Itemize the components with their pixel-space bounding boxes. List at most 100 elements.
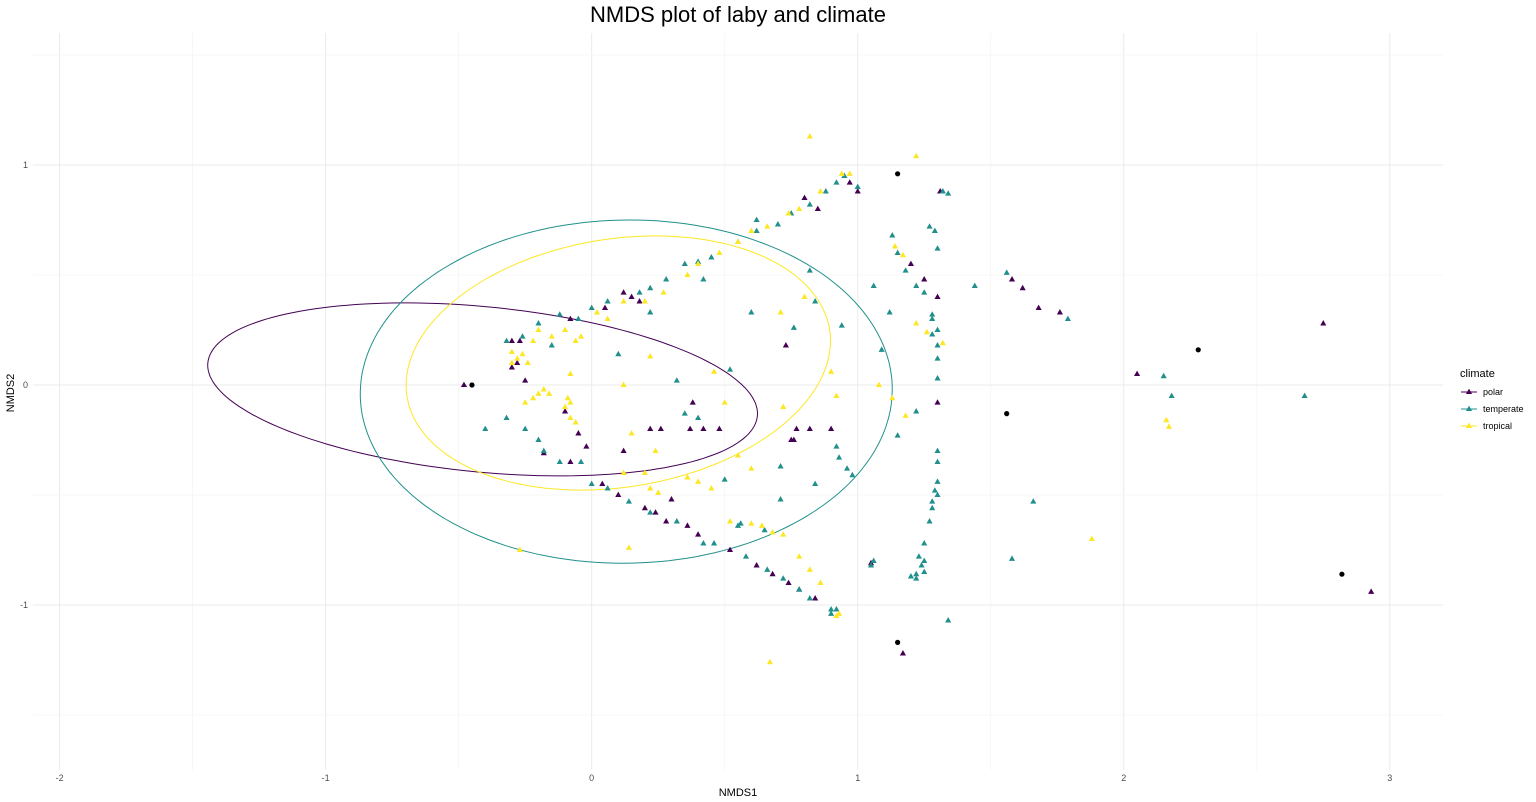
- point-temperate: [540, 447, 547, 454]
- point-temperate: [806, 267, 813, 273]
- point-polar: [854, 188, 861, 194]
- point-tropical: [572, 419, 579, 425]
- point-polar: [684, 522, 691, 528]
- plot-grid: [33, 33, 1443, 770]
- point-temperate: [681, 260, 688, 267]
- point-polar: [1035, 304, 1042, 311]
- x-tick-label: 2: [1121, 773, 1126, 783]
- point-temperate: [503, 337, 510, 344]
- point-tropical: [734, 238, 742, 245]
- point-polar: [647, 425, 654, 432]
- point-polar: [620, 447, 627, 454]
- point-tropical: [923, 328, 930, 335]
- ellipse-polar: [207, 302, 759, 477]
- point-temperate: [918, 562, 925, 568]
- point-polar: [689, 399, 696, 405]
- point-temperate: [945, 190, 952, 196]
- point-tropical: [593, 309, 601, 315]
- point-temperate: [700, 540, 707, 546]
- point-polar: [562, 408, 569, 414]
- chart-title: NMDS plot of laby and climate: [590, 2, 886, 27]
- point-temperate: [934, 447, 941, 454]
- point-temperate: [806, 201, 813, 207]
- point-tropical: [522, 399, 529, 405]
- point-temperate: [604, 485, 611, 491]
- ellipse-layer: [207, 219, 893, 564]
- point-tropical: [758, 522, 766, 528]
- point-temperate: [806, 595, 813, 601]
- point-temperate: [673, 377, 680, 383]
- point-polar: [508, 337, 515, 344]
- point-tropical: [764, 223, 771, 229]
- point-temperate: [1064, 315, 1071, 322]
- point-tropical: [902, 412, 909, 418]
- point-temperate: [822, 188, 829, 194]
- point-temperate: [934, 245, 941, 251]
- point-temperate: [1008, 555, 1016, 561]
- point-tropical: [546, 390, 553, 396]
- legend-key-polar: [1465, 388, 1473, 395]
- point-tropical: [524, 359, 531, 366]
- point-polar: [1368, 588, 1375, 594]
- legend-label-temperate: temperate: [1483, 404, 1524, 414]
- point-temperate: [926, 518, 933, 524]
- point-tropical: [777, 309, 784, 315]
- y-tick-label: 1: [23, 160, 28, 170]
- point-tropical: [780, 403, 787, 410]
- point-tropical: [748, 520, 755, 526]
- point-temperate: [556, 311, 563, 317]
- point-temperate: [647, 284, 654, 291]
- point-tropical: [806, 133, 813, 139]
- legend-label-polar: polar: [1483, 387, 1503, 397]
- point-tropical: [695, 260, 702, 267]
- point-temperate: [833, 179, 840, 185]
- point-tropical: [875, 381, 883, 388]
- point-tropical: [514, 355, 521, 361]
- point-polar: [567, 458, 574, 465]
- point-tropical: [695, 478, 702, 484]
- point-polar: [716, 425, 723, 432]
- point-temperate: [625, 498, 632, 504]
- point-tropical: [769, 529, 776, 535]
- point-tropical: [913, 152, 920, 159]
- point-tropical: [562, 403, 569, 410]
- point-temperate: [681, 410, 688, 416]
- point-temperate: [726, 366, 734, 372]
- point-temperate: [575, 315, 582, 322]
- point-unlabeled: [469, 382, 475, 388]
- point-tropical: [833, 392, 840, 399]
- legend-key-tropical: [1465, 422, 1473, 429]
- point-polar: [460, 381, 468, 388]
- point-temperate: [921, 557, 928, 564]
- point-tropical: [913, 320, 920, 326]
- point-temperate: [934, 326, 941, 333]
- point-tropical: [625, 544, 632, 550]
- point-temperate: [844, 465, 851, 471]
- point-tropical: [838, 170, 845, 176]
- point-tropical: [684, 271, 691, 278]
- point-polar: [934, 399, 941, 405]
- legend-key-temperate: [1465, 405, 1473, 412]
- x-tick-label: 1: [855, 773, 860, 783]
- point-tropical: [567, 399, 574, 405]
- legend-items: polar temperate tropical: [1461, 387, 1524, 431]
- point-polar: [668, 496, 675, 502]
- point-temperate: [1003, 269, 1010, 275]
- point-polar: [516, 337, 523, 344]
- point-temperate: [577, 458, 585, 465]
- point-temperate: [934, 458, 941, 465]
- point-temperate: [934, 375, 941, 381]
- point-tropical: [540, 386, 547, 392]
- point-temperate: [790, 324, 797, 330]
- point-polar: [700, 425, 707, 432]
- point-temperate: [929, 498, 936, 504]
- point-temperate: [870, 557, 877, 564]
- point-temperate: [854, 183, 861, 190]
- point-unlabeled: [895, 639, 901, 646]
- legend-item-temperate: temperate: [1461, 404, 1524, 414]
- point-temperate: [695, 414, 702, 421]
- point-temperate: [700, 276, 707, 282]
- point-temperate: [878, 346, 885, 352]
- point-tropical: [567, 370, 574, 377]
- ellipse-tropical: [405, 235, 832, 491]
